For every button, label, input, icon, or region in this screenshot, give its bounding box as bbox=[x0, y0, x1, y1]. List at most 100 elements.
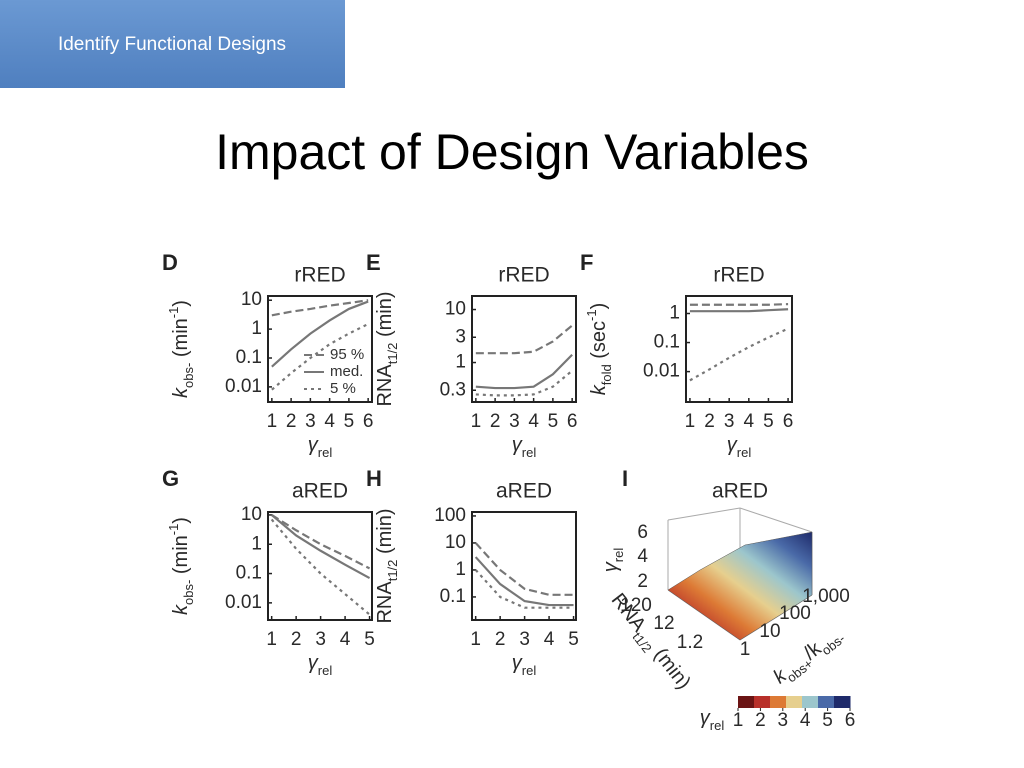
colorbar-cell bbox=[770, 696, 787, 708]
panel-title: rRED bbox=[498, 264, 549, 287]
x-axis-label-part: rel bbox=[737, 445, 752, 460]
legend-label: med. bbox=[330, 363, 363, 380]
y-tick-label: 100 bbox=[434, 505, 466, 526]
y-axis-label-part: k bbox=[170, 387, 192, 398]
x-tick-label: 5 bbox=[763, 411, 774, 432]
x-tick-label: 2 bbox=[286, 411, 297, 432]
x-tick-label: 6 bbox=[567, 411, 578, 432]
x-axis-label: γrel bbox=[727, 434, 752, 460]
x-axis-label-part: γ bbox=[512, 434, 523, 456]
x-axis-label-part: rel bbox=[318, 445, 333, 460]
y-axis-label-part: (min) bbox=[374, 508, 396, 559]
y-axis-label: RNAt1/2 (min) bbox=[374, 291, 400, 406]
y-axis-label: kobs+/kobs- bbox=[769, 622, 847, 691]
y-axis-label-part: ) bbox=[170, 517, 192, 524]
y-tick-label: 1 bbox=[669, 303, 680, 324]
x-tick-label: 4 bbox=[744, 411, 755, 432]
colorbar-label-part: rel bbox=[710, 718, 725, 733]
x-tick-label: 4 bbox=[340, 629, 351, 650]
x-tick-label: 1.2 bbox=[677, 632, 703, 653]
series-line bbox=[689, 308, 789, 313]
series-line bbox=[270, 514, 371, 580]
series-line bbox=[474, 556, 574, 607]
x-tick-label: 4 bbox=[544, 629, 555, 650]
x-axis-label: γrel bbox=[308, 652, 333, 678]
y-tick-label: 0.01 bbox=[225, 376, 262, 397]
y-axis-label-part: (sec bbox=[588, 321, 610, 364]
x-axis-label: γrel bbox=[512, 652, 537, 678]
x-tick-label: 1 bbox=[470, 629, 481, 650]
y-tick-label: 0.1 bbox=[236, 347, 262, 368]
y-axis-label-part: fold bbox=[599, 364, 614, 385]
y-axis-label: RNAt1/2 (min) bbox=[374, 508, 400, 623]
z-axis-label-part: rel bbox=[611, 548, 626, 563]
panel-letter: F bbox=[580, 250, 593, 275]
surface bbox=[667, 531, 813, 641]
panel-letter: H bbox=[366, 466, 382, 491]
series-line bbox=[475, 354, 573, 390]
z-tick-label: 2 bbox=[637, 571, 648, 592]
x-axis-label: γrel bbox=[308, 434, 333, 460]
series-line bbox=[271, 514, 371, 570]
x-tick-label: 5 bbox=[344, 411, 355, 432]
y-axis-label-part: ) bbox=[170, 300, 192, 307]
y-tick-label: 0.01 bbox=[225, 592, 262, 613]
colorbar-tick-label: 6 bbox=[845, 710, 856, 731]
y-axis-label-part: obs- bbox=[181, 363, 196, 388]
x-tick-label: 2 bbox=[704, 411, 715, 432]
series-line bbox=[474, 569, 574, 609]
y-axis-label: kfold (sec-1) bbox=[584, 303, 614, 396]
colorbar-cell bbox=[738, 696, 755, 708]
x-tick-label: 6 bbox=[363, 411, 374, 432]
z-axis-label-part: γ bbox=[600, 561, 622, 572]
x-tick-label: 3 bbox=[315, 629, 326, 650]
x-tick-label: 1 bbox=[471, 411, 482, 432]
y-tick-label: 0.1 bbox=[236, 563, 262, 584]
x-tick-label: 2 bbox=[490, 411, 501, 432]
y-tick-label: 1 bbox=[251, 533, 262, 554]
panel-letter: I bbox=[622, 466, 628, 491]
wireframe bbox=[667, 507, 741, 521]
plot-frame bbox=[267, 295, 373, 403]
y-tick-label: 0.01 bbox=[643, 361, 680, 382]
series-line bbox=[475, 369, 573, 397]
series-line bbox=[474, 542, 574, 596]
x-tick-label: 3 bbox=[724, 411, 735, 432]
colorbar-cell bbox=[754, 696, 771, 708]
wireframe bbox=[739, 507, 813, 533]
series-line bbox=[689, 303, 789, 306]
y-axis-label-part: k bbox=[588, 384, 610, 395]
x-axis-label-part: γ bbox=[512, 652, 523, 674]
series-line bbox=[271, 299, 369, 317]
y-axis-label-part: k bbox=[170, 604, 192, 615]
x-axis-label-part: rel bbox=[522, 663, 537, 678]
colorbar-tick-label: 2 bbox=[755, 710, 766, 731]
colorbar-cell bbox=[802, 696, 819, 708]
series-line bbox=[689, 327, 789, 382]
y-axis-label: kobs- (min-1) bbox=[166, 517, 196, 615]
panel-title: aRED bbox=[496, 480, 552, 503]
y-axis-label-part: -1 bbox=[584, 309, 599, 321]
x-axis-label-part: γ bbox=[308, 652, 319, 674]
plot-frame bbox=[685, 295, 793, 403]
colorbar-cell bbox=[818, 696, 835, 708]
colorbar-cell bbox=[786, 696, 803, 708]
y-axis-label-part: ) bbox=[588, 303, 610, 310]
y-axis-label: kobs- (min-1) bbox=[166, 300, 196, 398]
colorbar-tick-label: 5 bbox=[822, 710, 833, 731]
z-tick-label: 4 bbox=[637, 546, 648, 567]
y-tick-label: 10 bbox=[241, 504, 262, 525]
panel-letter: G bbox=[162, 466, 179, 491]
y-axis-label-part: t1/2 bbox=[385, 343, 400, 365]
legend-label: 5 % bbox=[330, 380, 356, 397]
x-tick-label: 2 bbox=[291, 629, 302, 650]
z-axis-label: γrel bbox=[600, 548, 626, 573]
y-tick-label: 1 bbox=[251, 318, 262, 339]
y-tick-label: 1 bbox=[455, 559, 466, 580]
colorbar-tick-label: 3 bbox=[778, 710, 789, 731]
panel-title: aRED bbox=[712, 480, 768, 503]
y-axis-label-part: t1/2 bbox=[385, 560, 400, 582]
x-tick-label: 120 bbox=[620, 595, 652, 616]
legend-label: 95 % bbox=[330, 346, 364, 363]
